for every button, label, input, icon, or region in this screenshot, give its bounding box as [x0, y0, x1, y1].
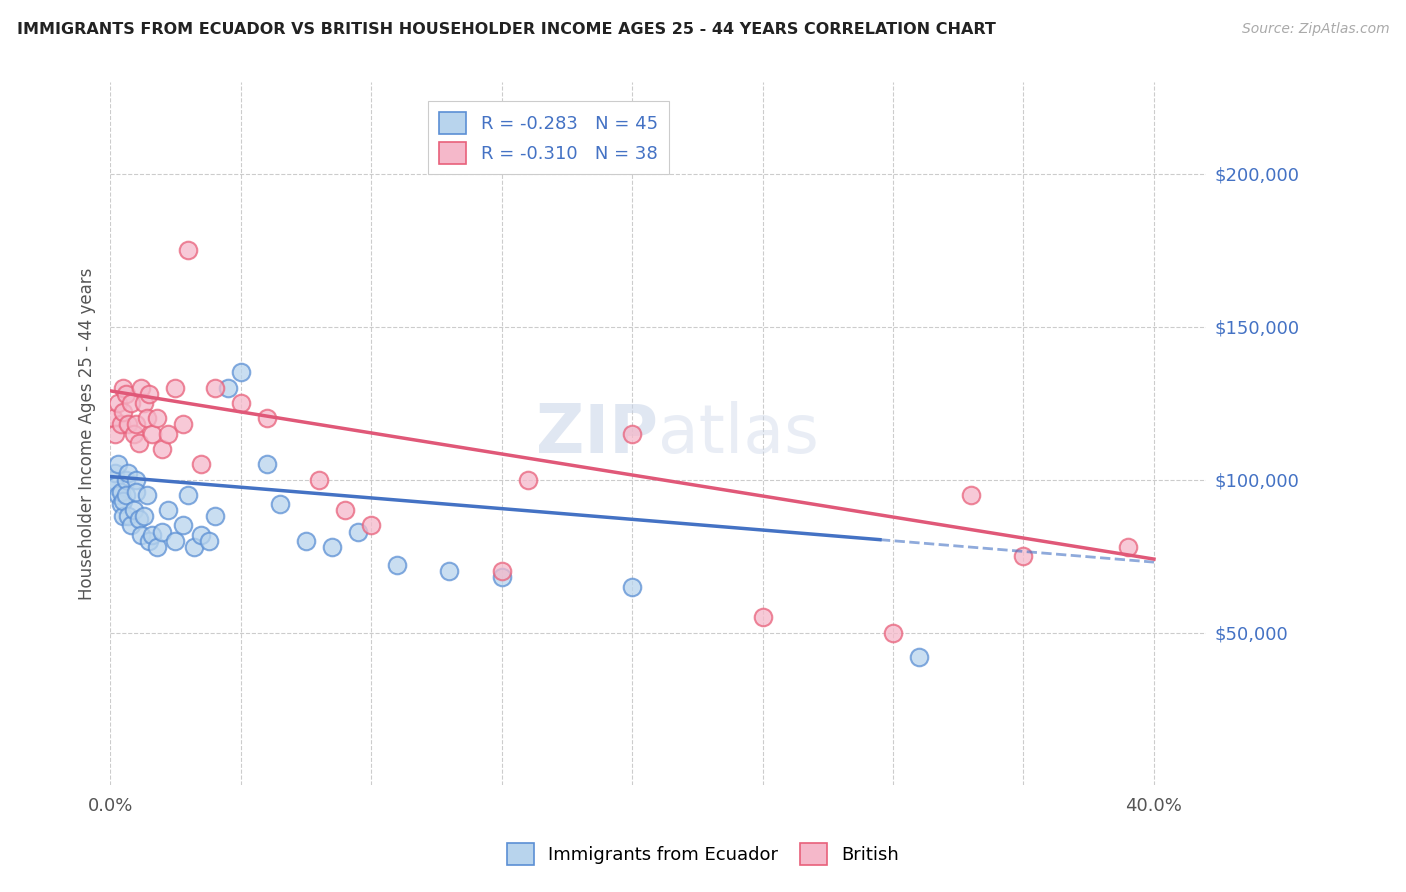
- Point: [120, 518, 142, 533]
- Point: [122, 503, 145, 517]
- Point: [107, 396, 129, 410]
- Point: [308, 473, 330, 487]
- Point: [177, 243, 200, 257]
- Point: [229, 396, 252, 410]
- Point: [138, 533, 160, 548]
- Point: [112, 494, 135, 508]
- Point: [198, 533, 221, 548]
- Point: [172, 518, 194, 533]
- Point: [269, 497, 291, 511]
- Point: [125, 473, 148, 487]
- Point: [183, 540, 205, 554]
- Point: [101, 411, 124, 425]
- Legend: R = -0.283   N = 45, R = -0.310   N = 38: R = -0.283 N = 45, R = -0.310 N = 38: [429, 102, 669, 175]
- Text: atlas: atlas: [658, 401, 820, 467]
- Text: ZIP: ZIP: [536, 401, 658, 467]
- Point: [229, 366, 252, 380]
- Y-axis label: Householder Income Ages 25 - 44 years: Householder Income Ages 25 - 44 years: [79, 268, 96, 599]
- Point: [114, 488, 136, 502]
- Point: [112, 509, 135, 524]
- Point: [107, 488, 129, 502]
- Text: IMMIGRANTS FROM ECUADOR VS BRITISH HOUSEHOLDER INCOME AGES 25 - 44 YEARS CORRELA: IMMIGRANTS FROM ECUADOR VS BRITISH HOUSE…: [17, 22, 995, 37]
- Point: [960, 488, 983, 502]
- Point: [131, 527, 153, 541]
- Point: [125, 484, 148, 499]
- Point: [132, 396, 155, 410]
- Point: [117, 509, 139, 524]
- Point: [882, 625, 904, 640]
- Point: [256, 411, 278, 425]
- Point: [114, 473, 136, 487]
- Point: [165, 381, 187, 395]
- Point: [135, 488, 157, 502]
- Point: [156, 426, 179, 441]
- Point: [128, 435, 150, 450]
- Point: [908, 650, 931, 665]
- Point: [125, 417, 148, 432]
- Point: [117, 417, 139, 432]
- Point: [516, 473, 538, 487]
- Point: [107, 457, 129, 471]
- Point: [104, 467, 127, 481]
- Point: [190, 527, 212, 541]
- Point: [104, 478, 127, 492]
- Point: [132, 509, 155, 524]
- Point: [217, 381, 239, 395]
- Point: [439, 564, 461, 578]
- Point: [110, 484, 132, 499]
- Point: [150, 524, 173, 539]
- Point: [491, 564, 513, 578]
- Point: [751, 610, 773, 624]
- Text: Source: ZipAtlas.com: Source: ZipAtlas.com: [1241, 22, 1389, 37]
- Point: [621, 580, 644, 594]
- Point: [112, 405, 135, 419]
- Point: [110, 417, 132, 432]
- Point: [120, 396, 142, 410]
- Point: [110, 497, 132, 511]
- Point: [128, 512, 150, 526]
- Point: [114, 387, 136, 401]
- Point: [204, 509, 226, 524]
- Point: [165, 533, 187, 548]
- Point: [333, 503, 356, 517]
- Point: [146, 540, 169, 554]
- Point: [146, 411, 169, 425]
- Point: [295, 533, 318, 548]
- Point: [104, 426, 127, 441]
- Point: [117, 467, 139, 481]
- Point: [190, 457, 212, 471]
- Point: [1116, 540, 1139, 554]
- Point: [112, 381, 135, 395]
- Point: [1012, 549, 1035, 563]
- Point: [122, 426, 145, 441]
- Point: [347, 524, 370, 539]
- Point: [141, 527, 163, 541]
- Point: [172, 417, 194, 432]
- Point: [101, 473, 124, 487]
- Point: [131, 381, 153, 395]
- Point: [150, 442, 173, 456]
- Point: [256, 457, 278, 471]
- Point: [321, 540, 343, 554]
- Point: [491, 570, 513, 584]
- Point: [141, 426, 163, 441]
- Point: [135, 411, 157, 425]
- Point: [360, 518, 382, 533]
- Point: [621, 426, 644, 441]
- Point: [387, 558, 409, 573]
- Point: [177, 488, 200, 502]
- Legend: Immigrants from Ecuador, British: Immigrants from Ecuador, British: [499, 836, 907, 872]
- Point: [138, 387, 160, 401]
- Point: [156, 503, 179, 517]
- Point: [204, 381, 226, 395]
